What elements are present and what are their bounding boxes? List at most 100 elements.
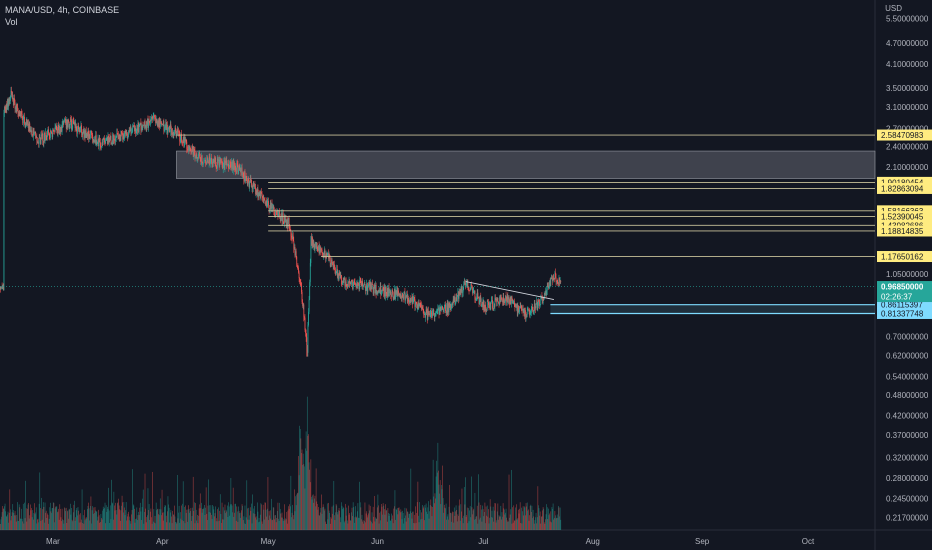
volume-bar [372,506,374,530]
candle-body [109,137,111,140]
volume-bar [218,507,219,530]
volume-bar [59,508,61,530]
volume-bar [155,523,156,530]
volume-bar [95,511,97,530]
volume-bar [156,510,158,530]
candle-body [245,175,247,181]
volume-bar [164,505,166,530]
candle-body [495,297,496,301]
volume-bar [202,508,203,530]
volume-bar [429,511,430,530]
volume-bar [68,518,69,530]
candle-body [390,292,392,296]
volume-bar [311,499,313,530]
candle-body [85,131,87,138]
candle-body [311,237,313,246]
volume-bar [28,503,29,530]
volume-bar [335,504,337,530]
candle-body [422,306,424,310]
level-label-bg [877,251,932,263]
candle-body [403,292,405,294]
volume-bar [67,510,69,530]
volume-bar [245,517,247,530]
volume-bar [501,512,503,530]
volume-bar [99,522,101,530]
candle-body [271,203,273,208]
volume-bar [244,523,245,530]
volume-bar [166,522,168,530]
volume-bar [94,513,95,530]
volume-bar [169,512,171,530]
volume-bar [525,515,526,530]
candle-body [339,272,341,276]
volume-bar [150,508,152,530]
candle-body [39,137,41,144]
candle-body [118,134,120,139]
candle-body [208,161,209,164]
volume-bar [411,512,412,530]
volume-bar [121,505,122,530]
volume-bar [343,508,345,530]
volume-bar [302,464,303,530]
volume-bar [437,442,439,530]
candle-body [187,149,189,151]
volume-bar [372,523,373,530]
volume-bar [265,509,267,530]
candle-body [470,284,472,289]
candle-body [346,286,348,287]
candle-body [554,272,556,279]
volume-bar [78,522,80,530]
volume-bar [258,517,260,530]
candle-body [60,126,62,133]
volume-bar [60,517,62,530]
candle-body [29,129,31,131]
volume-bar [139,507,141,530]
volume-bar [28,518,30,530]
volume-bar [172,510,173,530]
volume-indicator-label[interactable]: Vol [5,17,18,27]
candle-body [56,129,58,130]
candle-body [142,125,144,131]
candle-body [31,130,32,133]
candle-body [256,190,258,194]
volume-bar [157,509,158,530]
candle-body [94,139,96,143]
candle-body [1,286,2,288]
volume-bar [211,514,212,530]
candle-body [216,158,218,169]
candle-body [533,303,535,312]
volume-bar [212,506,214,530]
candle-body [161,124,163,125]
volume-bar [20,518,22,530]
volume-bar [478,474,479,530]
volume-bar [538,508,540,530]
volume-bar [200,508,202,530]
candle-body [38,142,40,144]
volume-bar [35,512,36,530]
candle-body [46,135,48,138]
candle-body [464,282,466,283]
volume-bar [85,517,87,530]
volume-bar [301,452,302,530]
volume-bar [81,489,83,530]
volume-bar [140,511,142,530]
volume-bar [354,517,356,530]
volume-bar [472,514,473,530]
volume-bar [240,512,242,530]
candle-body [271,203,272,209]
volume-bar [399,512,401,530]
candle-body [548,285,549,289]
volume-bar [376,507,378,530]
price-tick-label: 3.50000000 [886,84,929,93]
volume-bar [445,503,447,530]
volume-bar [45,510,47,530]
volume-bar [377,494,379,530]
volume-bar [65,507,67,530]
candle-body [322,252,324,255]
volume-bar [416,502,418,530]
candle-body [212,159,214,168]
candle-body [422,309,424,312]
volume-bar [232,487,234,530]
volume-bar [442,498,444,530]
